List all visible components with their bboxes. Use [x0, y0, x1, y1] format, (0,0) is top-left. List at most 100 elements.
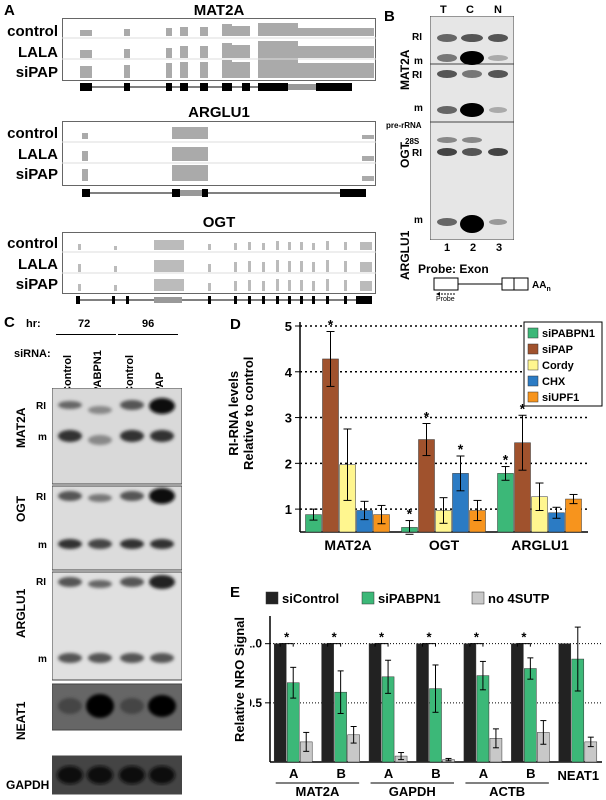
significance-star: * — [328, 318, 334, 332]
significance-star: * — [521, 630, 527, 645]
probe-title: Probe: Exon — [418, 262, 489, 276]
significance-bracket — [374, 643, 389, 647]
x-group-label: NEAT1 — [557, 768, 599, 783]
significance-bracket — [516, 643, 531, 647]
legend-swatch — [361, 591, 375, 605]
x-group-label: MAT2A — [296, 784, 340, 799]
marker-pre-rrna: pre-rRNA — [386, 121, 422, 130]
panel-d-chart: 1 2 3 4 5 * MAT2A * * * OGT * * ARGLU1 siPABPN1 siPAP Co… — [285, 318, 603, 553]
legend-swatch — [527, 327, 539, 339]
x-group-label: ACTB — [489, 784, 525, 799]
bar — [368, 643, 382, 763]
legend-label: siUPF1 — [542, 392, 579, 404]
marker-m: m — [38, 432, 47, 443]
legend-label: no 4SUTP — [488, 591, 550, 606]
bar — [511, 643, 524, 763]
panel-e-letter: E — [230, 584, 241, 601]
panel-c-letter: C — [4, 314, 15, 331]
significance-star: * — [407, 506, 413, 522]
y-tick-label: 1.0 — [250, 637, 262, 651]
legend-label: siPAP — [542, 344, 573, 356]
x-group-label: GAPDH — [389, 784, 436, 799]
marker-m: m — [414, 103, 423, 114]
marker-ri: RI — [36, 577, 46, 588]
track-label-lala: LALA — [18, 44, 58, 61]
legend-swatch — [471, 591, 485, 605]
x-category-label: MAT2A — [324, 537, 371, 553]
legend-swatch — [265, 591, 279, 605]
significance-star: * — [379, 630, 385, 645]
blot-label-arglu1: ARGLU1 — [14, 588, 28, 638]
arglu1-coverage-tracks — [62, 121, 376, 197]
legend-label: siControl — [282, 591, 339, 606]
lane-number-1: 1 — [444, 242, 451, 254]
significance-bracket — [279, 643, 294, 647]
significance-star: * — [426, 630, 432, 645]
y-tick-label: 0.5 — [250, 696, 262, 710]
panel-d-y-axis-label: RI-RNA levels Relative to control — [226, 357, 256, 470]
timepoint-72-bracket — [56, 334, 116, 335]
significance-star: * — [503, 452, 509, 468]
bar — [463, 643, 477, 763]
significance-star: * — [284, 630, 290, 645]
lane-label-t: T — [440, 4, 447, 16]
panel-e-chart: siControl siPABPN1 no 4SUTP 0.5 1.0 * A * B * A * B *… — [250, 591, 602, 799]
bar — [321, 643, 334, 763]
ogt-coverage-tracks — [62, 232, 376, 304]
x-category-label: B — [336, 766, 345, 781]
poly-a-label: AAn — [532, 280, 551, 293]
track-label-sipap: siPAP — [15, 276, 58, 293]
ylabel-line1: RI-RNA levels — [226, 370, 241, 456]
lane-number-2: 2 — [470, 242, 477, 254]
x-category-label: ARGLU1 — [511, 537, 569, 553]
blot-label-neat1: NEAT1 — [14, 701, 28, 740]
blot-label-mat2a: MAT2A — [14, 407, 28, 448]
probe-label: Probe — [436, 296, 455, 303]
marker-ri: RI — [36, 492, 46, 503]
panel-a-letter: A — [4, 2, 15, 19]
lane-label-c: C — [466, 4, 474, 16]
blot-label-arglu1: ARGLU1 — [398, 230, 412, 280]
marker-ri: RI — [36, 401, 46, 412]
panel-d-letter: D — [230, 316, 241, 333]
marker-ri: RI — [412, 70, 422, 81]
marker-ri: RI — [412, 32, 422, 43]
track-label-control: control — [7, 23, 58, 40]
panel-e-y-axis-label: Relative NRO Signal — [232, 617, 247, 742]
blot-label-gapdh: GAPDH — [6, 778, 50, 792]
legend-swatch — [527, 359, 539, 371]
significance-star: * — [424, 409, 430, 425]
track-label-control: control — [7, 235, 58, 252]
probe-diagram — [433, 277, 529, 296]
y-tick-label: 4 — [285, 365, 293, 380]
marker-m: m — [414, 56, 423, 67]
marker-m: m — [38, 654, 47, 665]
bar — [497, 473, 514, 533]
significance-star: * — [332, 630, 338, 645]
significance-star: * — [474, 630, 480, 645]
sirna-label: siRNA: — [14, 348, 51, 360]
y-tick-label: 3 — [285, 411, 292, 426]
timepoint-96-bracket — [118, 334, 178, 335]
lane-label-n: N — [494, 4, 502, 16]
bar — [524, 668, 537, 763]
bar — [558, 643, 572, 763]
y-tick-label: 5 — [285, 319, 292, 334]
panel-b-northern-blot — [430, 16, 514, 240]
marker-m: m — [414, 215, 423, 226]
track-label-lala: LALA — [18, 146, 58, 163]
bar — [416, 643, 429, 763]
track-label-control: control — [7, 125, 58, 142]
x-category-label: OGT — [429, 537, 460, 553]
track-label-sipap: siPAP — [15, 166, 58, 183]
legend-swatch — [527, 343, 539, 355]
lane-number-3: 3 — [496, 242, 503, 254]
timepoint-72: 72 — [78, 318, 91, 330]
legend-swatch — [527, 375, 539, 387]
marker-m: m — [38, 540, 47, 551]
mat2a-coverage-tracks — [62, 18, 376, 91]
panel-a-gene-title: ARGLU1 — [188, 104, 250, 121]
marker-28s: 28S — [405, 137, 420, 146]
x-category-label: A — [479, 766, 489, 781]
panel-c-northern-blot — [52, 388, 182, 795]
